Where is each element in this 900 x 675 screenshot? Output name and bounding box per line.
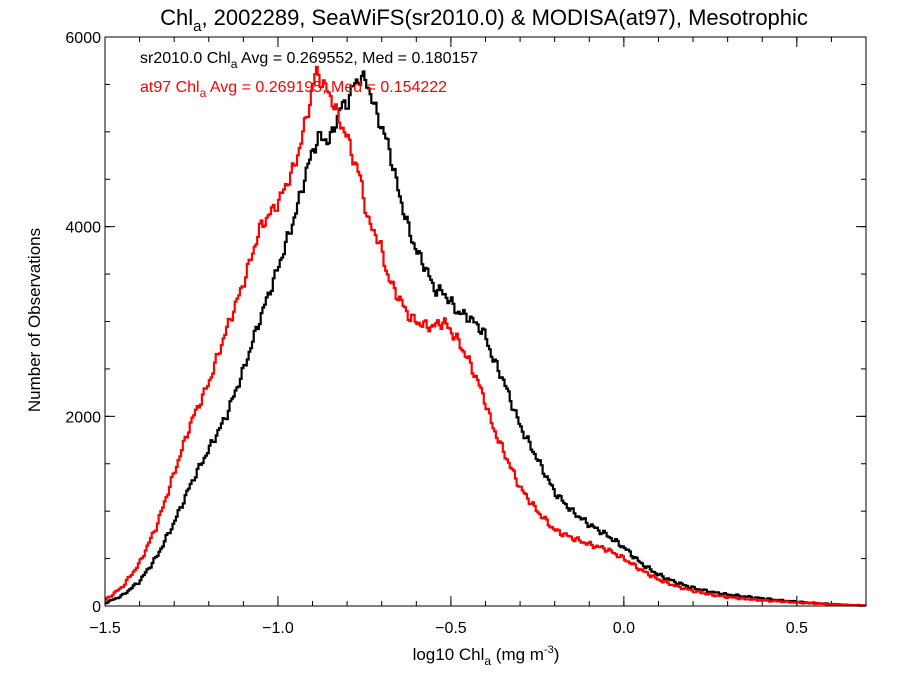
annotation-at97: at97 Chla Avg = 0.269195, Med = 0.154222 bbox=[140, 79, 447, 100]
y-tick-label: 0 bbox=[92, 599, 101, 616]
annotation-sr2010-prefix: sr2010.0 Chl bbox=[140, 50, 231, 67]
x-tick-label: −1.0 bbox=[262, 620, 294, 637]
y-tick-label: 6000 bbox=[65, 30, 101, 47]
plot-frame bbox=[104, 36, 867, 607]
x-tick-label: −1.5 bbox=[89, 620, 121, 637]
chart-title-suffix: , 2002289, SeaWiFS(sr2010.0) & MODISA(at… bbox=[201, 5, 807, 30]
annotation-sr2010-sub: a bbox=[231, 57, 238, 71]
annotation-sr2010: sr2010.0 Chla Avg = 0.269552, Med = 0.18… bbox=[140, 50, 478, 71]
x-axis-label-sub: a bbox=[484, 654, 491, 668]
annotation-at97-prefix: at97 Chl bbox=[140, 79, 200, 96]
x-tick-label: −0.5 bbox=[435, 620, 467, 637]
x-axis-label-prefix: log10 Chl bbox=[413, 645, 485, 664]
y-tick-label: 2000 bbox=[65, 409, 101, 426]
x-axis-label-end: ) bbox=[554, 645, 560, 664]
chart-title: Chla, 2002289, SeaWiFS(sr2010.0) & MODIS… bbox=[160, 5, 808, 35]
y-tick-label: 4000 bbox=[65, 220, 101, 237]
annotation-at97-sub: a bbox=[200, 86, 207, 100]
x-tick-label: 0.0 bbox=[613, 620, 635, 637]
chart-title-sub: a bbox=[193, 18, 202, 35]
axis-ticks: −1.5 −1.0 −0.5 0.0 0.5 0 2000 4000 6000 bbox=[65, 30, 867, 637]
x-axis-label-suffix: (mg m bbox=[491, 645, 544, 664]
chart-title-prefix: Chl bbox=[160, 5, 193, 30]
y-axis-label: Number of Observations bbox=[25, 228, 44, 412]
annotation-at97-suffix: Avg = 0.269195, Med = 0.154222 bbox=[206, 79, 447, 96]
x-axis-label-sup: -3 bbox=[544, 644, 554, 656]
series-sr2010-line bbox=[105, 70, 866, 607]
annotation-sr2010-suffix: Avg = 0.269552, Med = 0.180157 bbox=[237, 50, 478, 67]
series-layer bbox=[105, 65, 866, 607]
x-axis-label: log10 Chla (mg m-3) bbox=[413, 644, 560, 668]
series-at97-line bbox=[105, 65, 866, 607]
x-tick-label: 0.5 bbox=[786, 620, 808, 637]
